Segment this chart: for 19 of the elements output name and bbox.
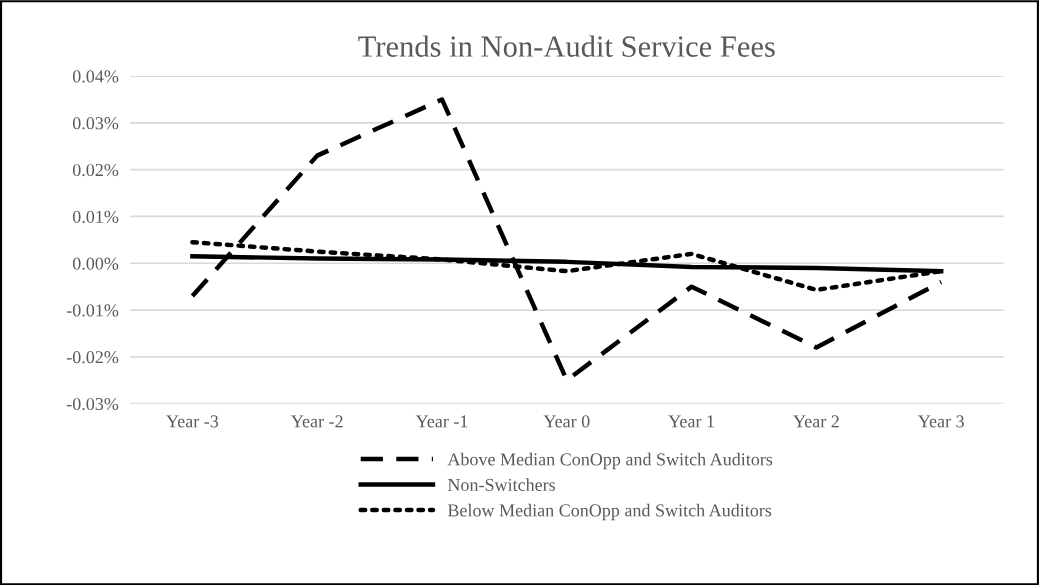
chart-title: Trends in Non-Audit Service Fees <box>358 35 775 57</box>
x-tick-label: Year -1 <box>415 415 468 428</box>
x-tick-label: Year 1 <box>668 415 714 428</box>
x-tick-label: Year -2 <box>290 415 343 428</box>
y-tick-label: 0.02% <box>72 163 119 177</box>
y-tick-label: -0.03% <box>66 397 119 411</box>
y-tick-label: -0.02% <box>66 351 119 364</box>
x-tick-label: Year -3 <box>166 415 219 428</box>
x-tick-label: Year 2 <box>793 415 839 428</box>
legend-label: Below Median ConOpp and Switch Auditors <box>447 503 772 521</box>
y-tick-label: 0.03% <box>72 117 119 130</box>
legend-label: Non-Switchers <box>447 478 556 491</box>
y-tick-label: 0.04% <box>72 70 119 83</box>
y-tick-label: -0.01% <box>66 304 119 317</box>
y-tick-label: 0.01% <box>72 210 119 223</box>
x-tick-label: Year 0 <box>543 415 590 428</box>
y-tick-label: 0.00% <box>72 257 119 270</box>
x-tick-label: Year 3 <box>917 415 964 428</box>
legend-label: Above Median ConOpp and Switch Auditors <box>447 452 773 470</box>
